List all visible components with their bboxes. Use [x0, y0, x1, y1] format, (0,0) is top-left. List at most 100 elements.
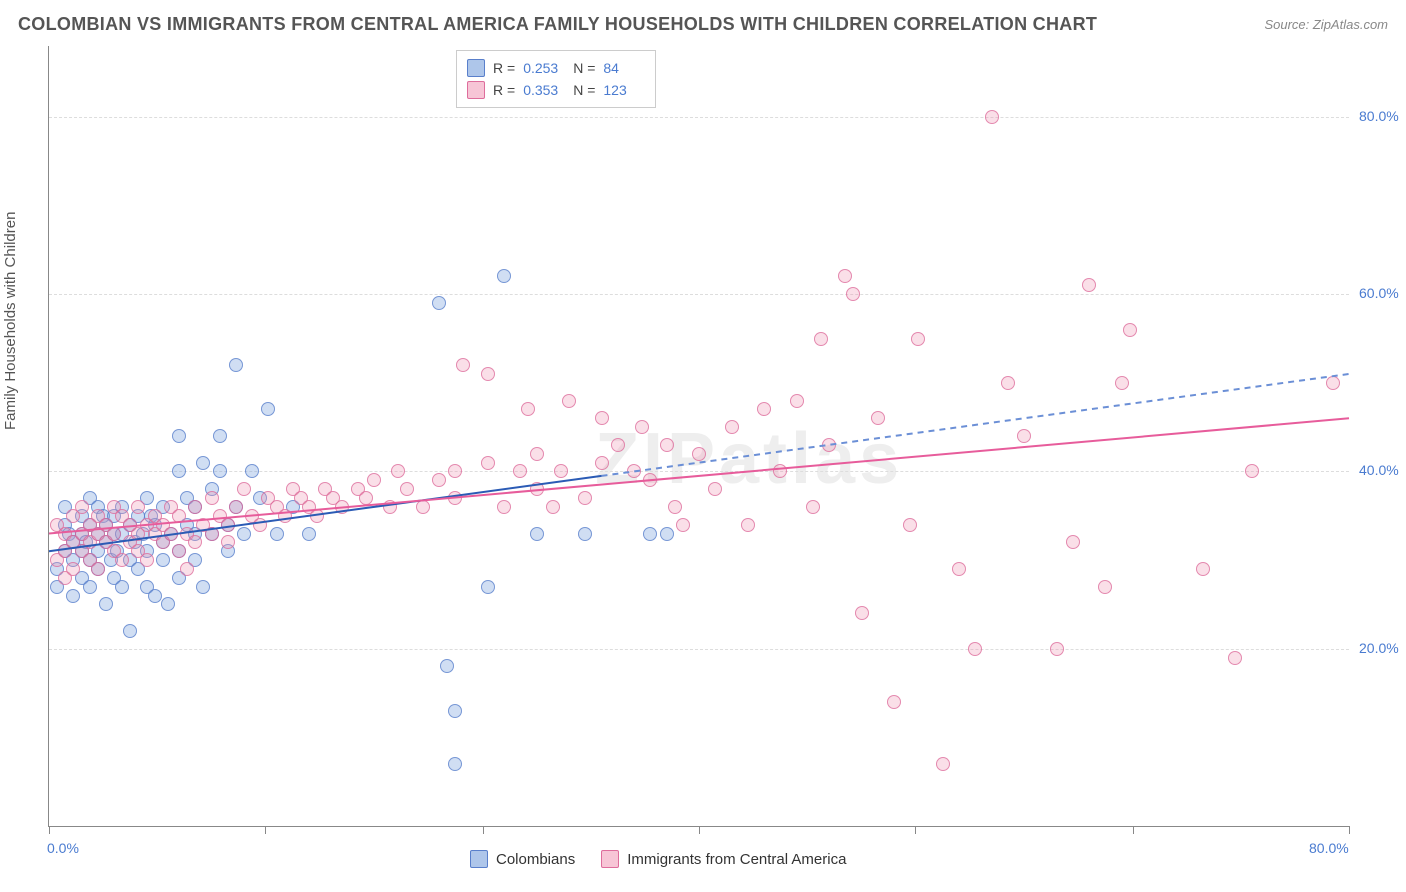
gridline	[49, 649, 1349, 650]
data-point	[1098, 580, 1112, 594]
data-point	[562, 394, 576, 408]
data-point	[359, 491, 373, 505]
data-point	[107, 527, 121, 541]
data-point	[692, 447, 706, 461]
data-point	[497, 269, 511, 283]
data-point	[131, 500, 145, 514]
data-point	[205, 491, 219, 505]
data-point	[822, 438, 836, 452]
data-point	[440, 659, 454, 673]
data-point	[75, 500, 89, 514]
x-tick	[1133, 826, 1134, 834]
data-point	[278, 509, 292, 523]
data-point	[448, 464, 462, 478]
x-tick	[915, 826, 916, 834]
data-point	[643, 473, 657, 487]
data-point	[635, 420, 649, 434]
data-point	[196, 580, 210, 594]
data-point	[773, 464, 787, 478]
y-tick-label: 80.0%	[1359, 108, 1399, 124]
data-point	[530, 527, 544, 541]
data-point	[188, 500, 202, 514]
data-point	[432, 473, 446, 487]
data-point	[1115, 376, 1129, 390]
data-point	[172, 429, 186, 443]
data-point	[456, 358, 470, 372]
data-point	[578, 491, 592, 505]
data-point	[66, 562, 80, 576]
data-point	[660, 438, 674, 452]
n-label: N =	[573, 79, 595, 101]
data-point	[497, 500, 511, 514]
data-point	[229, 500, 243, 514]
legend-label: Immigrants from Central America	[627, 851, 846, 868]
data-point	[335, 500, 349, 514]
data-point	[91, 562, 105, 576]
data-point	[1050, 642, 1064, 656]
data-point	[643, 527, 657, 541]
legend-item: Immigrants from Central America	[601, 850, 846, 868]
data-point	[213, 429, 227, 443]
data-point	[814, 332, 828, 346]
data-point	[237, 527, 251, 541]
data-point	[911, 332, 925, 346]
data-point	[676, 518, 690, 532]
data-point	[164, 527, 178, 541]
data-point	[757, 402, 771, 416]
data-point	[887, 695, 901, 709]
data-point	[806, 500, 820, 514]
y-tick-label: 60.0%	[1359, 285, 1399, 301]
data-point	[660, 527, 674, 541]
data-point	[871, 411, 885, 425]
data-point	[99, 597, 113, 611]
r-value: 0.353	[523, 79, 565, 101]
data-point	[416, 500, 430, 514]
data-point	[310, 509, 324, 523]
data-point	[1123, 323, 1137, 337]
data-point	[172, 464, 186, 478]
data-point	[952, 562, 966, 576]
data-point	[229, 358, 243, 372]
legend-swatch	[601, 850, 619, 868]
data-point	[161, 597, 175, 611]
x-min-label: 0.0%	[47, 840, 79, 856]
data-point	[115, 580, 129, 594]
legend-item: Colombians	[470, 850, 575, 868]
data-point	[838, 269, 852, 283]
data-point	[1066, 535, 1080, 549]
data-point	[741, 518, 755, 532]
data-point	[530, 482, 544, 496]
data-point	[448, 757, 462, 771]
data-point	[1228, 651, 1242, 665]
data-point	[140, 553, 154, 567]
data-point	[367, 473, 381, 487]
x-tick	[265, 826, 266, 834]
data-point	[172, 509, 186, 523]
data-point	[595, 411, 609, 425]
n-value: 84	[603, 57, 645, 79]
data-point	[432, 296, 446, 310]
data-point	[253, 518, 267, 532]
data-point	[245, 464, 259, 478]
x-tick	[699, 826, 700, 834]
stats-row: R =0.353N =123	[467, 79, 645, 101]
y-axis-label: Family Households with Children	[2, 212, 19, 430]
data-point	[985, 110, 999, 124]
data-point	[790, 394, 804, 408]
data-point	[205, 527, 219, 541]
data-point	[481, 456, 495, 470]
data-point	[708, 482, 722, 496]
data-point	[1001, 376, 1015, 390]
x-tick	[1349, 826, 1350, 834]
gridline	[49, 294, 1349, 295]
y-tick-label: 20.0%	[1359, 640, 1399, 656]
data-point	[270, 527, 284, 541]
data-point	[903, 518, 917, 532]
x-max-label: 80.0%	[1309, 840, 1349, 856]
plot-area: ZIPatlas20.0%40.0%60.0%80.0%0.0%80.0%	[48, 46, 1349, 827]
data-point	[521, 402, 535, 416]
data-point	[213, 464, 227, 478]
data-point	[725, 420, 739, 434]
data-point	[1326, 376, 1340, 390]
r-value: 0.253	[523, 57, 565, 79]
